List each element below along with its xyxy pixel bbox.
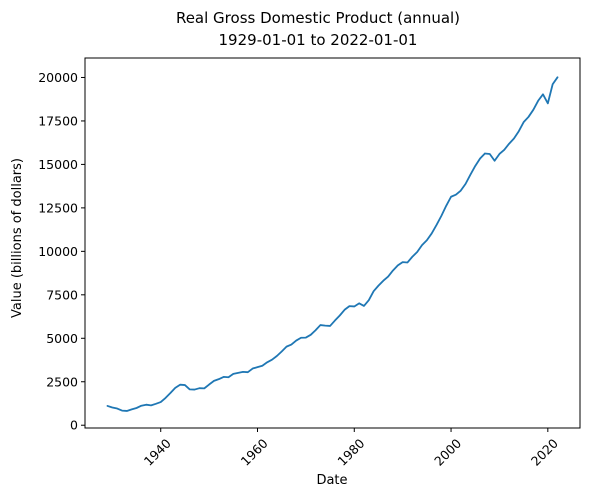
y-axis-label: Value (billions of dollars) bbox=[10, 158, 25, 318]
y-tick-label: 0 bbox=[70, 418, 78, 433]
chart-subtitle: 1929-01-01 to 2022-01-01 bbox=[219, 31, 418, 49]
y-tick-label: 2500 bbox=[46, 374, 78, 389]
y-tick-label: 5000 bbox=[46, 331, 78, 346]
series-line bbox=[106, 76, 559, 412]
x-axis-label: Date bbox=[316, 473, 347, 488]
x-tick-label: 1940 bbox=[141, 436, 174, 469]
y-tick-label: 7500 bbox=[46, 287, 78, 302]
y-tick-label: 12500 bbox=[38, 200, 78, 215]
x-tick-label: 2000 bbox=[431, 436, 464, 469]
y-tick-label: 17500 bbox=[38, 113, 78, 128]
x-tick-label: 1980 bbox=[334, 436, 367, 469]
y-tick-label: 10000 bbox=[38, 244, 78, 259]
y-tick-label: 15000 bbox=[38, 157, 78, 172]
y-tick-label: 20000 bbox=[38, 70, 78, 85]
plot-area bbox=[106, 76, 559, 412]
chart-title: Real Gross Domestic Product (annual) bbox=[176, 9, 460, 27]
plot-frame bbox=[84, 57, 581, 429]
x-tick-label: 1960 bbox=[238, 436, 271, 469]
x-tick-label: 2020 bbox=[528, 436, 561, 469]
